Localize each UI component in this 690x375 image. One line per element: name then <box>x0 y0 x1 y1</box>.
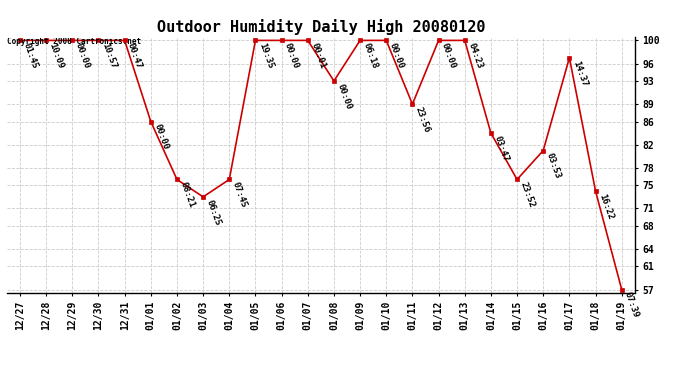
Text: 00:00: 00:00 <box>283 42 301 70</box>
Text: 00:00: 00:00 <box>440 42 457 70</box>
Text: 00:47: 00:47 <box>126 42 144 70</box>
Text: 07:45: 07:45 <box>230 181 248 209</box>
Text: 04:23: 04:23 <box>466 42 484 70</box>
Text: 00:00: 00:00 <box>388 42 405 70</box>
Text: 00:00: 00:00 <box>74 42 91 70</box>
Text: 10:57: 10:57 <box>100 42 117 70</box>
Text: 10:09: 10:09 <box>48 42 65 70</box>
Text: 14:37: 14:37 <box>571 59 589 87</box>
Text: Copyright 2008 Cartronics.net: Copyright 2008 Cartronics.net <box>7 38 141 46</box>
Text: 07:39: 07:39 <box>623 291 641 320</box>
Text: 01:45: 01:45 <box>21 42 39 70</box>
Text: 06:18: 06:18 <box>362 42 379 70</box>
Text: 19:35: 19:35 <box>257 42 275 70</box>
Text: 03:47: 03:47 <box>492 135 510 163</box>
Text: 06:25: 06:25 <box>204 198 222 226</box>
Title: Outdoor Humidity Daily High 20080120: Outdoor Humidity Daily High 20080120 <box>157 19 485 35</box>
Text: 00:00: 00:00 <box>152 123 170 151</box>
Text: 00:01: 00:01 <box>309 42 327 70</box>
Text: 23:52: 23:52 <box>518 181 536 209</box>
Text: 23:56: 23:56 <box>414 105 431 134</box>
Text: 00:00: 00:00 <box>335 82 353 111</box>
Text: 03:53: 03:53 <box>544 152 562 180</box>
Text: 16:22: 16:22 <box>597 192 615 221</box>
Text: 08:21: 08:21 <box>178 181 196 209</box>
